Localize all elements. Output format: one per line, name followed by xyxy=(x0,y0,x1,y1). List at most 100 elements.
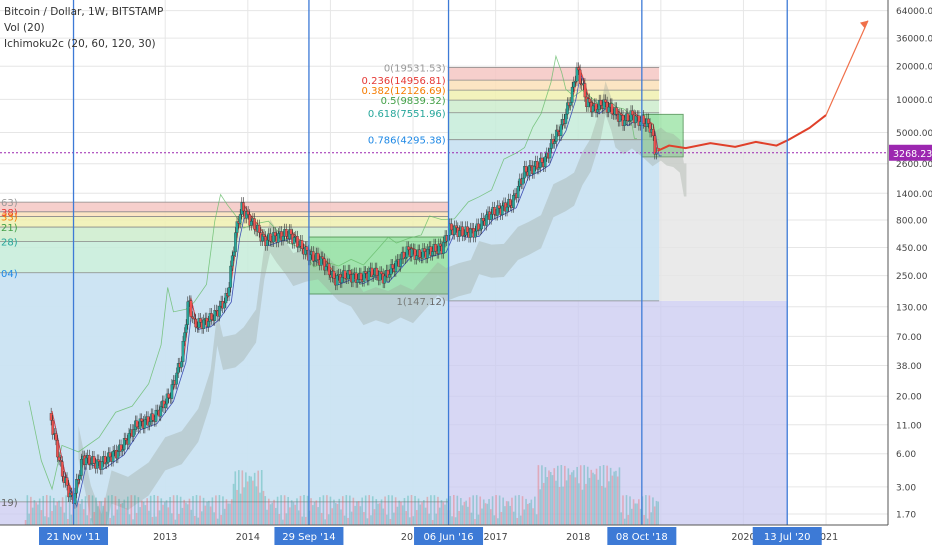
time-tick-label: 2020 xyxy=(731,532,755,543)
candle-body xyxy=(324,266,328,271)
volume-bar xyxy=(407,495,409,525)
candle-body xyxy=(553,141,557,144)
vertical-marker-tag: 08 Oct '18 xyxy=(607,527,677,545)
candle-body xyxy=(569,102,572,106)
candle-body xyxy=(121,449,124,452)
symbol-title: Bitcoin / Dollar, 1W, BITSTAMP xyxy=(4,6,164,18)
volume-bar xyxy=(454,517,457,525)
candle-body xyxy=(610,103,614,115)
volume-bar xyxy=(257,470,259,525)
volume-bar xyxy=(590,469,593,525)
price-tick-label: 70.00 xyxy=(896,333,922,343)
fib-level-label-2014: 33) xyxy=(1,213,18,224)
candle-body xyxy=(404,257,407,259)
candle-body xyxy=(618,113,622,122)
candle-body xyxy=(60,461,64,477)
volume-bar xyxy=(264,496,267,525)
candle-body xyxy=(426,249,429,259)
volume-bar xyxy=(539,489,541,525)
candle-body xyxy=(159,406,163,417)
volume-bar xyxy=(116,509,119,525)
fib-level-label: 0.618(7551.96) xyxy=(368,109,446,120)
current-price-tag-text: 3268.23 xyxy=(893,149,932,160)
volume-bar xyxy=(356,501,358,525)
volume-bar xyxy=(523,509,526,525)
candle-body xyxy=(564,113,568,124)
candle-body xyxy=(437,243,441,254)
candle-body xyxy=(521,177,525,185)
volume-bar xyxy=(158,510,161,525)
volume-bar xyxy=(592,472,594,525)
candle-body xyxy=(327,263,331,276)
candle-body xyxy=(359,272,363,280)
volume-bar xyxy=(465,500,467,525)
volume-bar xyxy=(412,516,415,525)
volume-bar xyxy=(414,495,416,525)
candle-body xyxy=(143,419,147,429)
volume-bar xyxy=(245,472,247,525)
volume-bar xyxy=(56,501,59,525)
volume-bar xyxy=(128,514,131,525)
volume-bar xyxy=(562,486,564,525)
volume-bar xyxy=(340,509,342,525)
volume-bar xyxy=(163,502,166,525)
candle-body xyxy=(599,100,603,106)
volume-bar xyxy=(222,496,224,525)
volume-bar xyxy=(33,500,36,525)
candle-body xyxy=(626,113,630,122)
fib-band-2014 xyxy=(0,216,449,228)
volume-bar xyxy=(276,496,279,525)
candle-body xyxy=(343,270,347,279)
candle-body xyxy=(372,274,375,277)
volume-bar xyxy=(421,502,423,525)
candle-body xyxy=(257,224,261,233)
current-price-tag: 3268.23 xyxy=(889,144,932,161)
volume-bar xyxy=(290,500,293,525)
volume-bar xyxy=(430,495,432,525)
candle-body xyxy=(238,214,242,224)
vertical-marker-tag-text: 06 Jun '16 xyxy=(423,532,473,543)
candle-body xyxy=(92,456,96,464)
candle-body xyxy=(405,246,409,258)
volume-indicator-label[interactable]: Vol (20) xyxy=(4,22,45,34)
volume-bar xyxy=(384,496,386,525)
volume-bar xyxy=(645,495,647,525)
fib-level-label: 0.786(4295.38) xyxy=(368,136,446,147)
volume-bar xyxy=(366,518,369,525)
candle-body xyxy=(620,113,623,116)
volume-bar xyxy=(262,490,265,525)
volume-bar xyxy=(408,517,411,525)
volume-bar xyxy=(333,499,335,525)
fib-level-label-2014: 28) xyxy=(1,238,18,249)
volume-bar xyxy=(88,495,90,525)
ichimoku-indicator-label[interactable]: Ichimoku2c (20, 60, 120, 30) xyxy=(4,38,156,50)
volume-bar xyxy=(141,500,143,525)
volume-bar xyxy=(98,501,101,525)
candle-body xyxy=(583,83,587,98)
candle-body xyxy=(429,246,433,256)
volume-bar xyxy=(500,511,503,525)
volume-bar xyxy=(109,517,111,525)
volume-bar xyxy=(202,497,205,525)
price-tick-label: 2600.00 xyxy=(896,160,932,170)
vertical-marker-tag-bg xyxy=(752,527,822,545)
volume-bar xyxy=(386,514,388,525)
fib-band-2018 xyxy=(447,139,660,301)
volume-bar xyxy=(312,505,314,525)
candle-body xyxy=(356,279,360,283)
volume-bar xyxy=(629,496,631,525)
candle-body xyxy=(280,231,283,241)
candle-body xyxy=(181,341,185,362)
candle-body xyxy=(466,226,469,233)
volume-bar xyxy=(463,501,466,525)
volume-bar xyxy=(502,497,504,525)
candle-body xyxy=(127,433,131,445)
candle-body xyxy=(300,240,304,250)
volume-bar xyxy=(349,495,351,525)
volume-bar xyxy=(271,502,274,525)
volume-bar xyxy=(630,508,633,525)
candle-body xyxy=(296,236,299,248)
volume-bar xyxy=(299,495,302,525)
volume-bar xyxy=(100,501,103,525)
